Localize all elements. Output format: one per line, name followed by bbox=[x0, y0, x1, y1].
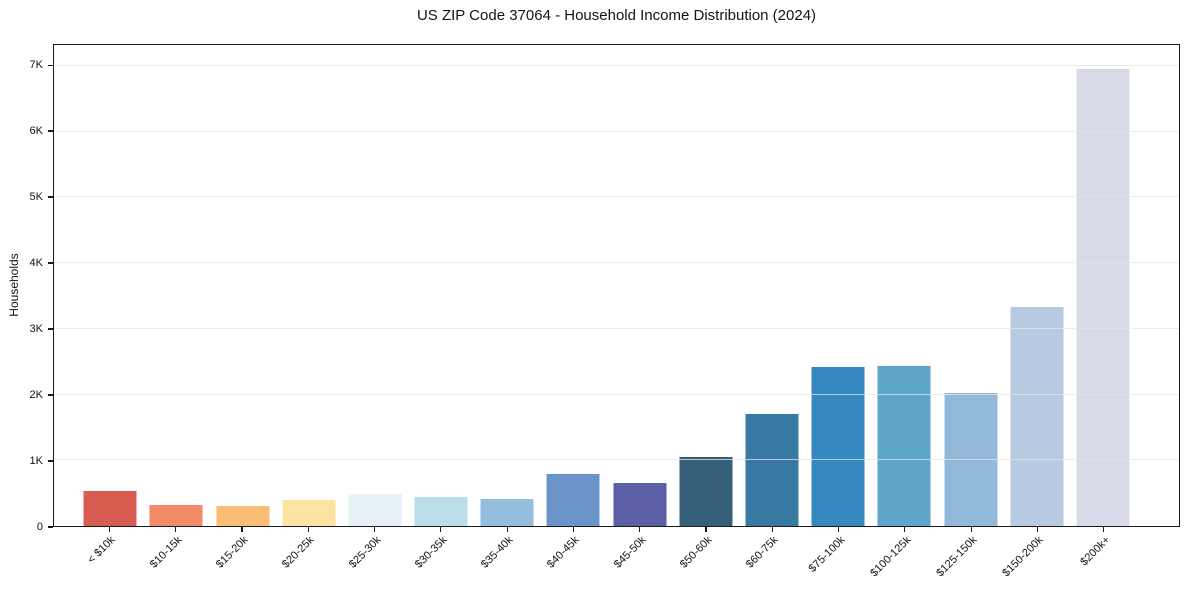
bar-$30-35k bbox=[414, 497, 468, 526]
x-tick-label: < $10k bbox=[85, 534, 118, 567]
y-tick-label: 1K bbox=[29, 455, 43, 468]
y-tick-mark bbox=[48, 64, 53, 66]
x-tick-mark bbox=[970, 527, 972, 532]
y-tick-label: 0 bbox=[36, 521, 43, 533]
y-tick-label: 7K bbox=[29, 59, 43, 72]
bar-$10-15k bbox=[149, 504, 203, 526]
bar-$25-30k bbox=[348, 494, 402, 526]
y-tick-mark bbox=[48, 460, 53, 462]
gridline-2K bbox=[54, 393, 1179, 395]
y-tick-label: 2K bbox=[29, 389, 43, 402]
x-tick-mark bbox=[1103, 527, 1105, 532]
y-tick-label: 3K bbox=[29, 323, 43, 336]
x-tick-mark bbox=[108, 527, 110, 532]
y-tick-mark bbox=[48, 328, 53, 330]
bar-$100-125k bbox=[877, 366, 931, 526]
x-tick-mark bbox=[373, 527, 376, 532]
y-tick-mark bbox=[48, 196, 53, 198]
x-tick-mark bbox=[506, 527, 508, 532]
plot-area bbox=[53, 44, 1180, 527]
bar-$200k+ bbox=[1076, 68, 1130, 526]
x-tick-mark bbox=[307, 527, 309, 532]
x-tick-mark bbox=[837, 527, 840, 532]
bar-$15-20k bbox=[216, 505, 270, 526]
x-tick-mark bbox=[705, 527, 707, 532]
x-tick-mark bbox=[572, 527, 574, 532]
x-tick-mark bbox=[241, 527, 243, 532]
gridline-4K bbox=[54, 262, 1179, 264]
x-tick-mark bbox=[1036, 527, 1039, 532]
y-tick-label: 6K bbox=[29, 125, 43, 138]
gridline-6K bbox=[54, 130, 1179, 132]
bar-$75-100k bbox=[811, 366, 865, 526]
y-tick-label: 5K bbox=[29, 191, 43, 204]
x-tick-mark bbox=[639, 527, 641, 532]
y-tick-label: 4K bbox=[29, 257, 43, 270]
bar-$20-25k bbox=[282, 500, 336, 526]
bar-< $10k bbox=[83, 491, 137, 526]
x-tick-mark bbox=[440, 527, 442, 532]
y-tick-mark bbox=[48, 130, 53, 132]
bar-$60-75k bbox=[745, 413, 799, 526]
y-tick-mark bbox=[48, 262, 53, 264]
gridline-7K bbox=[54, 65, 1179, 67]
bar-$50-60k bbox=[679, 457, 733, 526]
gridline-5K bbox=[54, 196, 1179, 198]
bar-$35-40k bbox=[480, 499, 534, 526]
bar-$45-50k bbox=[613, 483, 667, 526]
bar-$150-200k bbox=[1010, 306, 1064, 526]
y-tick-mark bbox=[48, 394, 53, 396]
x-tick-mark bbox=[175, 527, 177, 532]
y-tick-mark bbox=[48, 526, 53, 528]
gridline-3K bbox=[54, 327, 1179, 329]
bar-$40-45k bbox=[546, 474, 600, 526]
x-tick-mark bbox=[904, 527, 906, 532]
x-tick-mark bbox=[771, 527, 773, 532]
chart-title: US ZIP Code 37064 - Household Income Dis… bbox=[416, 7, 817, 24]
gridline-1K bbox=[54, 459, 1179, 461]
